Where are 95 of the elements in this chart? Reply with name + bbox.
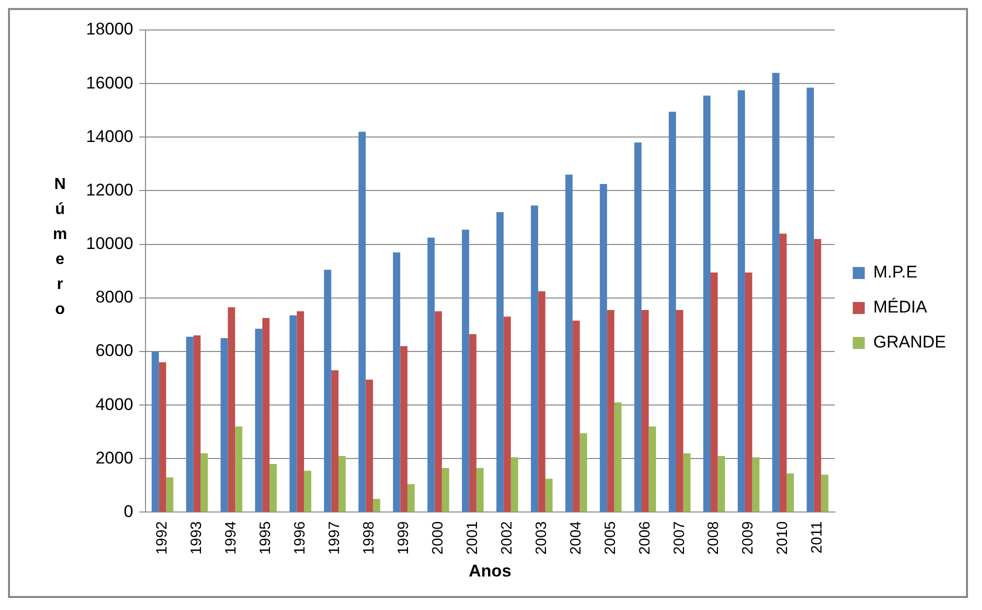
x-tick-label: 2011	[808, 521, 826, 554]
x-tick-label: 2008	[705, 521, 722, 555]
bar	[235, 426, 242, 512]
bar	[296, 311, 304, 512]
x-tick-label: 1992	[154, 521, 171, 555]
y-tick-label: 4000	[95, 394, 134, 414]
bar	[496, 212, 504, 512]
bar	[186, 336, 194, 512]
bar	[200, 453, 208, 512]
bar	[718, 456, 725, 512]
bar	[642, 310, 649, 512]
bar	[407, 484, 415, 512]
bar	[270, 464, 277, 512]
bar	[152, 351, 159, 512]
bar	[158, 362, 166, 512]
x-tick-label: 1999	[394, 521, 412, 555]
bar	[255, 328, 262, 512]
bar	[304, 470, 312, 512]
bar	[442, 468, 450, 512]
bar	[166, 477, 174, 512]
bar	[614, 402, 622, 512]
bar	[392, 252, 400, 512]
bar	[476, 468, 484, 512]
bar	[358, 132, 366, 512]
bar	[752, 457, 760, 512]
bar	[338, 456, 346, 512]
bar	[545, 478, 553, 512]
bar	[821, 474, 828, 512]
bar	[228, 307, 236, 512]
bar	[814, 238, 822, 512]
x-tick-label: 2004	[567, 521, 584, 555]
bar	[538, 291, 546, 512]
x-tick-label: 1994	[222, 521, 240, 555]
x-tick-label: 2010	[774, 521, 792, 555]
y-tick-label: 16000	[86, 73, 134, 92]
bar	[324, 270, 332, 512]
y-tick-label: 0	[124, 502, 134, 521]
y-axis-title: Número	[52, 176, 68, 318]
bar	[290, 315, 297, 512]
x-tick-label: 1996	[292, 521, 309, 555]
bar	[634, 142, 642, 512]
bar	[738, 90, 745, 512]
y-tick-label: 8000	[95, 288, 134, 307]
x-tick-label: 1998	[360, 521, 378, 555]
bar	[607, 310, 614, 512]
bar	[772, 72, 780, 512]
x-tick-label: 1997	[326, 521, 344, 555]
bar	[565, 174, 573, 512]
bar	[510, 457, 518, 512]
y-tick-label: 12000	[86, 180, 134, 200]
bar	[372, 498, 380, 512]
bar	[703, 96, 710, 512]
bar	[193, 335, 201, 512]
y-tick-label: 10000	[86, 234, 134, 254]
bar	[779, 234, 787, 512]
x-tick-label: 1995	[257, 521, 274, 555]
bar	[744, 272, 752, 512]
y-tick-label: 2000	[95, 448, 134, 468]
bar	[469, 334, 476, 512]
bar	[530, 205, 538, 512]
bar	[366, 380, 373, 512]
bar	[262, 318, 270, 512]
bar	[683, 453, 690, 512]
bar	[400, 346, 408, 512]
bar	[427, 238, 435, 512]
y-tick-label: 18000	[86, 20, 134, 39]
legend-label: M.P.E	[873, 262, 918, 282]
legend-label: MÉDIA	[873, 298, 928, 317]
x-tick-label: 2009	[740, 521, 757, 555]
x-axis-title: Anos	[468, 561, 512, 580]
y-tick-label: 14000	[86, 126, 134, 146]
bar	[668, 112, 676, 512]
bar	[580, 433, 588, 512]
bar	[462, 230, 470, 512]
x-tick-label: 2007	[670, 521, 688, 555]
bar	[676, 310, 684, 512]
bar	[434, 311, 442, 512]
bar	[786, 473, 794, 512]
bar	[710, 272, 718, 512]
bar	[331, 370, 339, 512]
bar	[572, 320, 580, 512]
bar	[220, 338, 228, 512]
x-tick-label: 2002	[498, 521, 516, 555]
legend-label: GRANDE	[873, 332, 946, 352]
x-tick-label: 2001	[464, 521, 481, 555]
bar	[648, 426, 656, 512]
x-tick-label: 2003	[532, 521, 550, 555]
x-tick-label: 2006	[636, 521, 654, 555]
x-tick-label: 1993	[188, 521, 206, 555]
x-tick-label: 2005	[602, 521, 619, 555]
x-tick-label: 2000	[429, 521, 446, 555]
bar	[600, 184, 608, 512]
bar	[504, 316, 511, 512]
bar	[806, 88, 814, 512]
y-tick-label: 6000	[95, 341, 134, 360]
